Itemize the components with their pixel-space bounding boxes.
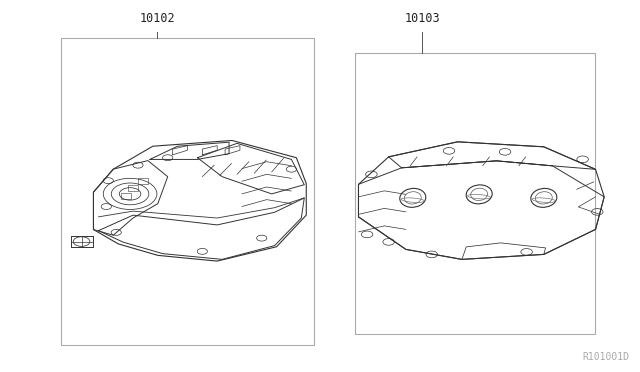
Text: 10102: 10102: [140, 12, 175, 25]
Bar: [355, 52, 595, 334]
Bar: [138, 178, 148, 184]
Text: R101001D: R101001D: [583, 352, 630, 362]
Bar: [61, 38, 314, 345]
Text: 10103: 10103: [404, 12, 440, 25]
Bar: [128, 185, 138, 191]
Bar: [121, 193, 131, 199]
